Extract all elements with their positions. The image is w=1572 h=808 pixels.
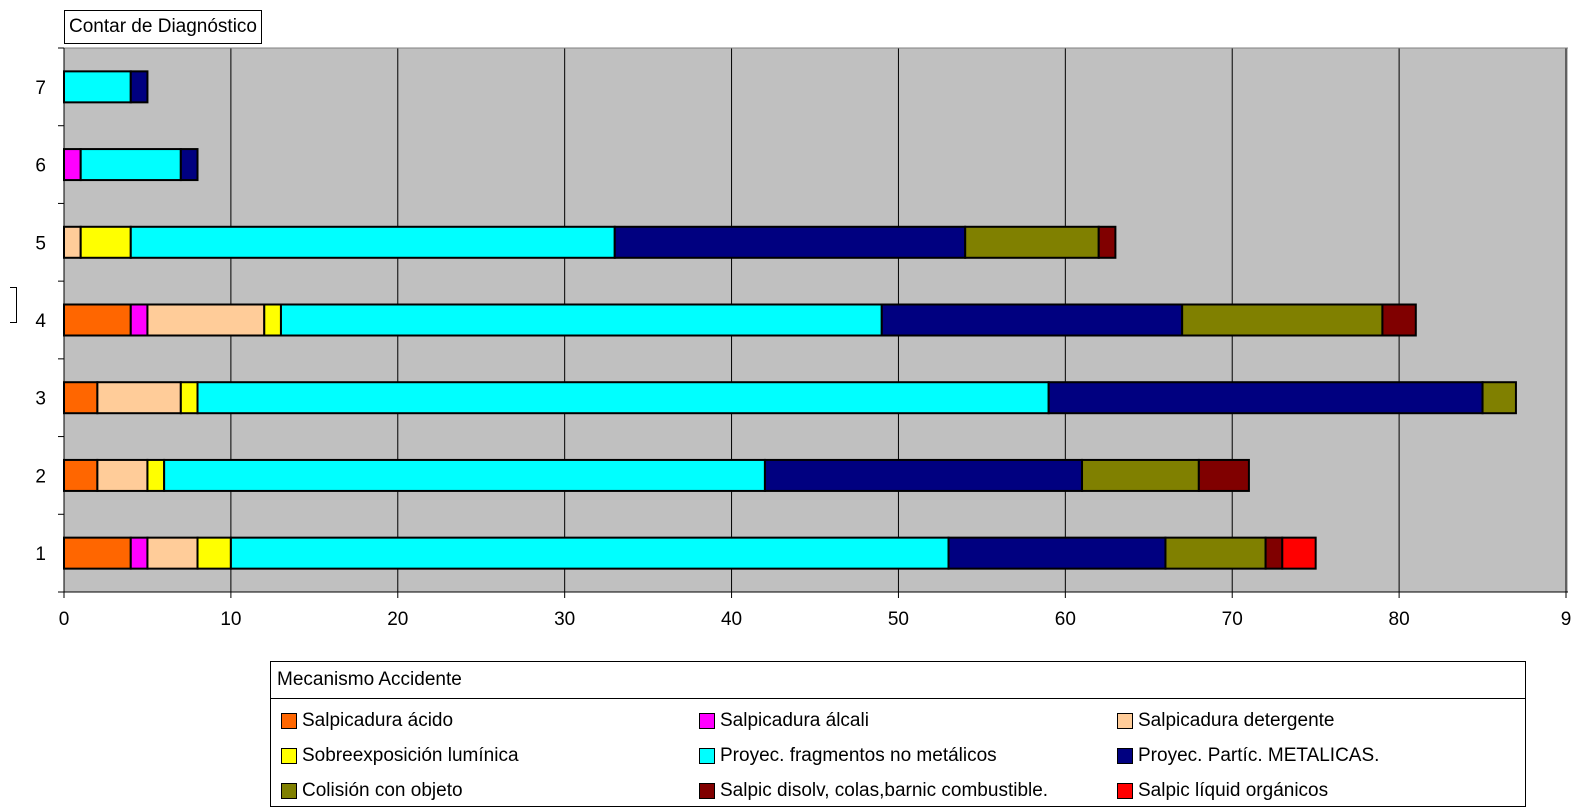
x-tick-label: 10 [220, 609, 241, 630]
x-tick-label: 9 [1561, 609, 1572, 630]
bar-segment [1381, 303, 1417, 337]
chart-title: Contar de Diagnóstico [64, 10, 262, 44]
legend-label: Colisión con objeto [302, 779, 463, 801]
legend-label: Salpic disolv, colas,barnic combustible. [720, 779, 1049, 801]
bar-segment [1047, 381, 1484, 415]
legend-label: Proyec. fragmentos no metálicos [720, 744, 997, 766]
legend: Mecanismo Accidente Salpicadura ácido Sal… [270, 661, 1526, 807]
legend-label: Salpicadura detergente [1138, 709, 1335, 731]
legend-swatch [699, 712, 715, 729]
x-tick-label: 50 [888, 609, 909, 630]
legend-label: Sobreexposición lumínica [302, 744, 519, 766]
legend-swatch [281, 782, 297, 799]
bar-segment [146, 536, 199, 570]
legend-items: Salpicadura ácido Salpicadura álcali Salpi… [271, 699, 1525, 808]
legend-item: Colisión con objeto [281, 773, 699, 808]
axes [58, 47, 1568, 598]
legend-swatch [1117, 712, 1133, 729]
y-tick-label: 2 [35, 466, 46, 487]
legend-item: Salpicadura detergente [1117, 703, 1535, 738]
bar-group [63, 70, 1517, 570]
legend-label: Salpic líquid orgánicos [1138, 779, 1329, 801]
legend-item: Proyec. Partíc. METALICAS. [1117, 738, 1535, 773]
bar-segment [1197, 458, 1250, 492]
bar-segment [129, 536, 149, 570]
legend-item: Proyec. fragmentos no metálicos [699, 738, 1117, 773]
y-tick-label: 5 [35, 233, 46, 254]
bar-segment [129, 225, 616, 259]
bar-segment [96, 458, 149, 492]
bar-segment [79, 148, 182, 182]
bar-segment [1181, 303, 1384, 337]
bar-segment [229, 536, 950, 570]
legend-swatch [1117, 782, 1133, 799]
legend-swatch [699, 782, 715, 799]
x-tick-label: 20 [387, 609, 408, 630]
bar-segment [880, 303, 1184, 337]
legend-item: Sobreexposición lumínica [281, 738, 699, 773]
legend-swatch [281, 712, 297, 729]
legend-label: Salpicadura ácido [302, 709, 454, 731]
x-tick-label: 70 [1222, 609, 1243, 630]
bar-segment [129, 70, 149, 104]
bar-segment [964, 225, 1100, 259]
legend-item: Salpic líquid orgánicos [1117, 773, 1535, 808]
left-bracket-marker [10, 287, 17, 323]
bar-segment [763, 458, 1084, 492]
bar-segment [263, 303, 282, 337]
bar-segment [179, 148, 199, 182]
bar-segment [146, 303, 266, 337]
bar-segment [63, 458, 99, 492]
legend-swatch [699, 747, 715, 764]
legend-label: Proyec. Partíc. METALICAS. [1138, 744, 1380, 766]
legend-title: Mecanismo Accidente [271, 662, 1525, 699]
y-tick-label: 4 [35, 311, 46, 332]
bar-segment [63, 148, 82, 182]
bar-segment [1281, 536, 1317, 570]
y-tick-labels: 1 2 3 4 5 6 7 [35, 78, 46, 565]
bar-segment [129, 303, 149, 337]
bar-segment [96, 381, 182, 415]
legend-swatch [1117, 747, 1133, 764]
x-tick-label: 30 [554, 609, 575, 630]
legend-swatch [281, 747, 297, 764]
bar-segment [947, 536, 1167, 570]
legend-item: Salpicadura álcali [699, 703, 1117, 738]
bar-segment [63, 381, 99, 415]
bar-segment [1097, 225, 1117, 259]
bar-segment [613, 225, 967, 259]
bar-segment [163, 458, 766, 492]
bar-segment [146, 458, 166, 492]
legend-item: Salpic disolv, colas,barnic combustible. [699, 773, 1117, 808]
bar-segment [63, 70, 132, 104]
x-tick-labels: 0 10 20 30 40 50 60 70 80 9 [59, 609, 1572, 630]
legend-label: Salpicadura álcali [720, 709, 869, 731]
x-tick-label: 0 [59, 609, 70, 630]
bar-segment [79, 225, 132, 259]
y-tick-label: 3 [35, 389, 46, 410]
y-tick-label: 7 [35, 78, 46, 99]
bar-segment [63, 536, 132, 570]
bar-segment [1481, 381, 1517, 415]
y-tick-label: 6 [35, 156, 46, 177]
bar-segment [1264, 536, 1284, 570]
bar-segment [1081, 458, 1200, 492]
bar-segment [63, 303, 132, 337]
legend-item: Salpicadura ácido [281, 703, 699, 738]
bar-segment [179, 381, 199, 415]
bar-segment [1164, 536, 1267, 570]
bar-segment [196, 536, 232, 570]
bar-segment [63, 225, 82, 259]
x-tick-label: 80 [1389, 609, 1410, 630]
y-tick-label: 1 [35, 544, 46, 565]
bar-segment [279, 303, 883, 337]
x-tick-label: 40 [721, 609, 742, 630]
x-tick-label: 60 [1055, 609, 1076, 630]
bar-segment [196, 381, 1050, 415]
